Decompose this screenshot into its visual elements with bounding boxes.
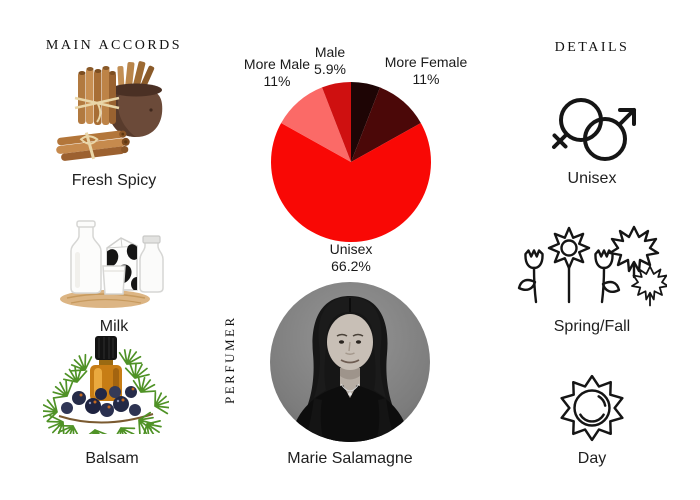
fresh-spicy-accord-image	[52, 60, 172, 164]
pie-label-unisex: Unisex 66.2%	[329, 241, 373, 274]
accord-label-fresh-spicy: Fresh Spicy	[71, 172, 157, 189]
milk-illustration	[60, 220, 164, 308]
day-time-icon	[556, 374, 628, 442]
pie-slice-unisex	[271, 123, 431, 242]
pie-slice-more-female	[351, 87, 421, 162]
accord-label-balsam: Balsam	[85, 450, 139, 467]
detail-label-spring-fall: Spring/Fall	[553, 318, 631, 335]
detail-label-day: Day	[577, 450, 607, 467]
balsam-illustration	[43, 336, 169, 434]
sun-icon	[560, 374, 624, 442]
flowers-and-maple-leaves-icon	[517, 225, 667, 307]
perfumer-name: Marie Salamagne	[287, 450, 413, 467]
cinnamon-illustration	[56, 61, 163, 161]
gender-votes-pie-chart	[271, 82, 431, 242]
accord-label-milk: Milk	[99, 318, 129, 335]
pie-slice-more-male	[281, 87, 351, 162]
pie-slice-unlabeled	[351, 82, 380, 162]
unisex-gender-icon	[550, 90, 642, 168]
pie-label-male: Male 5.9%	[314, 44, 346, 77]
main-accords-title: MAIN ACCORDS	[45, 38, 183, 53]
portrait-illustration	[270, 282, 430, 442]
perfumer-photo	[270, 282, 430, 442]
pie-slice-male	[322, 82, 351, 162]
spring-fall-season-icon	[517, 218, 667, 310]
milk-accord-image	[55, 218, 173, 310]
perfumer-section-label: PERFUMER	[222, 315, 237, 405]
pie-label-more-female: More Female 11%	[384, 54, 468, 87]
balsam-accord-image	[43, 334, 169, 434]
female-male-symbols-icon	[552, 98, 636, 161]
details-title: DETAILS	[554, 40, 630, 55]
detail-label-unisex: Unisex	[567, 170, 617, 187]
pie-label-more-male: More Male 11%	[243, 56, 311, 89]
